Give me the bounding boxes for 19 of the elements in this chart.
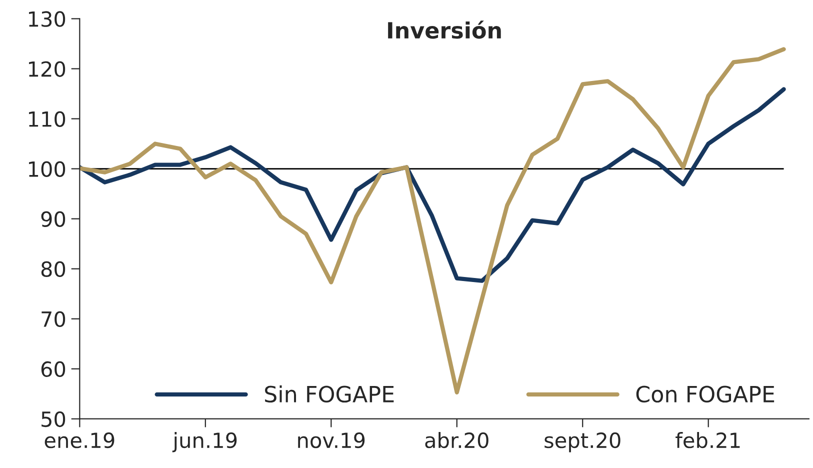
y-tick-label: 50: [42, 411, 66, 428]
y-tick-label: 80: [41, 261, 66, 278]
legend-label: Con FOGAPE: [636, 386, 774, 403]
y-tick-label: 100: [29, 161, 66, 177]
y-tick-label: 130: [29, 11, 66, 27]
x-tick-label: feb.21: [676, 432, 740, 448]
y-tick-label: 90: [41, 211, 66, 227]
line-series: [80, 87, 786, 283]
x-tick-label: jun.19: [172, 432, 237, 452]
x-tick-label: abr.20: [425, 432, 488, 448]
y-tick-label: 70: [42, 311, 66, 328]
y-tick-label: 110: [29, 111, 66, 127]
x-tick-label: nov.19: [298, 432, 365, 448]
x-tick-label: sept.20: [544, 432, 620, 452]
chart-title: Inversión: [388, 20, 501, 39]
y-tick-label: 120: [29, 61, 66, 77]
x-tick-label: ene.19: [44, 432, 114, 448]
legend-label: Sin FOGAPE: [265, 385, 394, 403]
y-tick-label: 60: [41, 361, 66, 378]
